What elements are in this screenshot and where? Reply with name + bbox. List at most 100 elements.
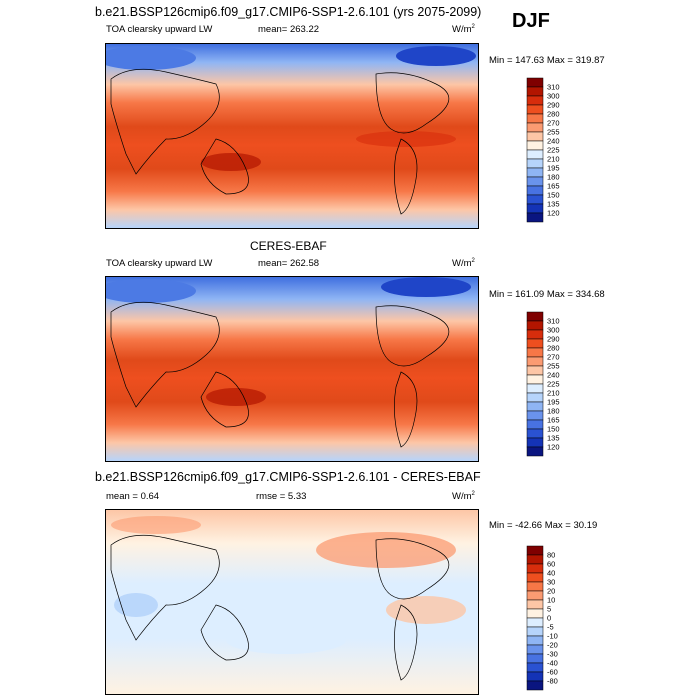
colorbar-box (526, 446, 544, 457)
colorbar-box (526, 545, 544, 556)
panel2-minmax-label: Min = 161.09 Max = 334.68 (489, 289, 605, 300)
panel3-map (105, 509, 479, 695)
colorbar-tick-label: 10 (547, 596, 555, 605)
colorbar-box (526, 194, 544, 205)
colorbar-box (526, 599, 544, 610)
colorbar-tick-label: -40 (547, 659, 558, 668)
colorbar-tick-label: 120 (547, 443, 560, 452)
colorbar-tick-label: 120 (547, 209, 560, 218)
colorbar-tick-label: -60 (547, 668, 558, 677)
colorbar-box (526, 329, 544, 340)
colorbar-box (526, 428, 544, 439)
colorbar-box (526, 311, 544, 322)
colorbar-tick-label: 280 (547, 344, 560, 353)
panel2-title: CERES-EBAF (250, 239, 327, 253)
panel1-mean-label: mean= 263.22 (258, 24, 320, 35)
colorbar-tick-label: -30 (547, 650, 558, 659)
colorbar-box (526, 419, 544, 430)
colorbar-tick-label: 225 (547, 146, 560, 155)
colorbar-tick-label: 180 (547, 173, 560, 182)
panel2-map (105, 276, 479, 462)
colorbar-tick-label: 290 (547, 101, 560, 110)
panel1-units-label: W/m2 (452, 24, 475, 36)
colorbar-box (526, 581, 544, 592)
colorbar-box (526, 212, 544, 223)
colorbar-box (526, 437, 544, 448)
colorbar-tick-label: 240 (547, 371, 560, 380)
colorbar-box (526, 122, 544, 133)
colorbar-box (526, 86, 544, 97)
colorbar-tick-label: 280 (547, 110, 560, 119)
panel3-minmax-label: Min = -42.66 Max = 30.19 (489, 520, 598, 531)
panel1-map (105, 43, 479, 229)
colorbar-tick-label: 5 (547, 605, 551, 614)
colorbar-tick-label: 270 (547, 119, 560, 128)
colorbar-box (526, 365, 544, 376)
colorbar-tick-label: 310 (547, 317, 560, 326)
colorbar-tick-label: -5 (547, 623, 554, 632)
colorbar-tick-label: 210 (547, 155, 560, 164)
colorbar-box (526, 149, 544, 160)
colorbar-box (526, 662, 544, 673)
panel1-title: b.e21.BSSP126cmip6.f09_g17.CMIP6-SSP1-2.… (95, 5, 482, 19)
panel2-units-label: W/m2 (452, 258, 475, 270)
colorbar-tick-label: 165 (547, 416, 560, 425)
colorbar-box (526, 338, 544, 349)
colorbar-tick-label: 0 (547, 614, 551, 623)
colorbar-box (526, 392, 544, 403)
panel3-colorbar: 80 60 40 30 20 10 5 0 -5 -10 -20 -30 -40 -60 -80 (526, 545, 587, 694)
colorbar-box (526, 653, 544, 664)
panel1-variable-label: TOA clearsky upward LW (106, 24, 213, 35)
panel1-colorbar: 310 300 290 280 270 255 240 225 210 195 180 165 150 1… (526, 77, 587, 226)
colorbar-box (526, 140, 544, 151)
colorbar-tick-label: 255 (547, 362, 560, 371)
panel3-units-label: W/m2 (452, 491, 475, 503)
colorbar-tick-label: 225 (547, 380, 560, 389)
colorbar-tick-label: 20 (547, 587, 555, 596)
colorbar-box (526, 320, 544, 331)
colorbar-box (526, 356, 544, 367)
colorbar-box (526, 185, 544, 196)
colorbar-box (526, 131, 544, 142)
colorbar-tick-label: 290 (547, 335, 560, 344)
colorbar-tick-label: 180 (547, 407, 560, 416)
panel3-rmse-label: rmse = 5.33 (256, 491, 307, 502)
colorbar-box (526, 680, 544, 691)
colorbar-tick-label: 300 (547, 326, 560, 335)
colorbar-box (526, 617, 544, 628)
colorbar-box (526, 374, 544, 385)
colorbar-tick-label: -20 (547, 641, 558, 650)
colorbar-box (526, 347, 544, 358)
colorbar-tick-label: 270 (547, 353, 560, 362)
panel3-title: b.e21.BSSP126cmip6.f09_g17.CMIP6-SSP1-2.… (95, 470, 481, 484)
colorbar-tick-label: 135 (547, 200, 560, 209)
panel1-minmax-label: Min = 147.63 Max = 319.87 (489, 55, 605, 66)
colorbar-box (526, 626, 544, 637)
colorbar-box (526, 77, 544, 88)
panel2-mean-label: mean= 262.58 (258, 258, 320, 269)
colorbar-tick-label: 40 (547, 569, 555, 578)
colorbar-tick-label: 240 (547, 137, 560, 146)
panel3-mean-label: mean = 0.64 (106, 491, 160, 502)
colorbar-tick-label: 135 (547, 434, 560, 443)
colorbar-tick-label: 150 (547, 425, 560, 434)
colorbar-box (526, 95, 544, 106)
colorbar-tick-label: 195 (547, 164, 560, 173)
colorbar-tick-label: 165 (547, 182, 560, 191)
colorbar-box (526, 590, 544, 601)
colorbar-box (526, 113, 544, 124)
colorbar-tick-label: -80 (547, 677, 558, 686)
colorbar-box (526, 644, 544, 655)
panel2-colorbar: 310 300 290 280 270 255 240 225 210 195 180 165 150 1… (526, 311, 587, 460)
colorbar-tick-label: 30 (547, 578, 555, 587)
colorbar-box (526, 383, 544, 394)
colorbar-box (526, 167, 544, 178)
panel2-variable-label: TOA clearsky upward LW (106, 258, 213, 269)
colorbar-box (526, 401, 544, 412)
colorbar-box (526, 203, 544, 214)
colorbar-tick-label: 60 (547, 560, 555, 569)
colorbar-tick-label: 195 (547, 398, 560, 407)
colorbar-box (526, 572, 544, 583)
colorbar-box (526, 158, 544, 169)
colorbar-tick-label: 300 (547, 92, 560, 101)
